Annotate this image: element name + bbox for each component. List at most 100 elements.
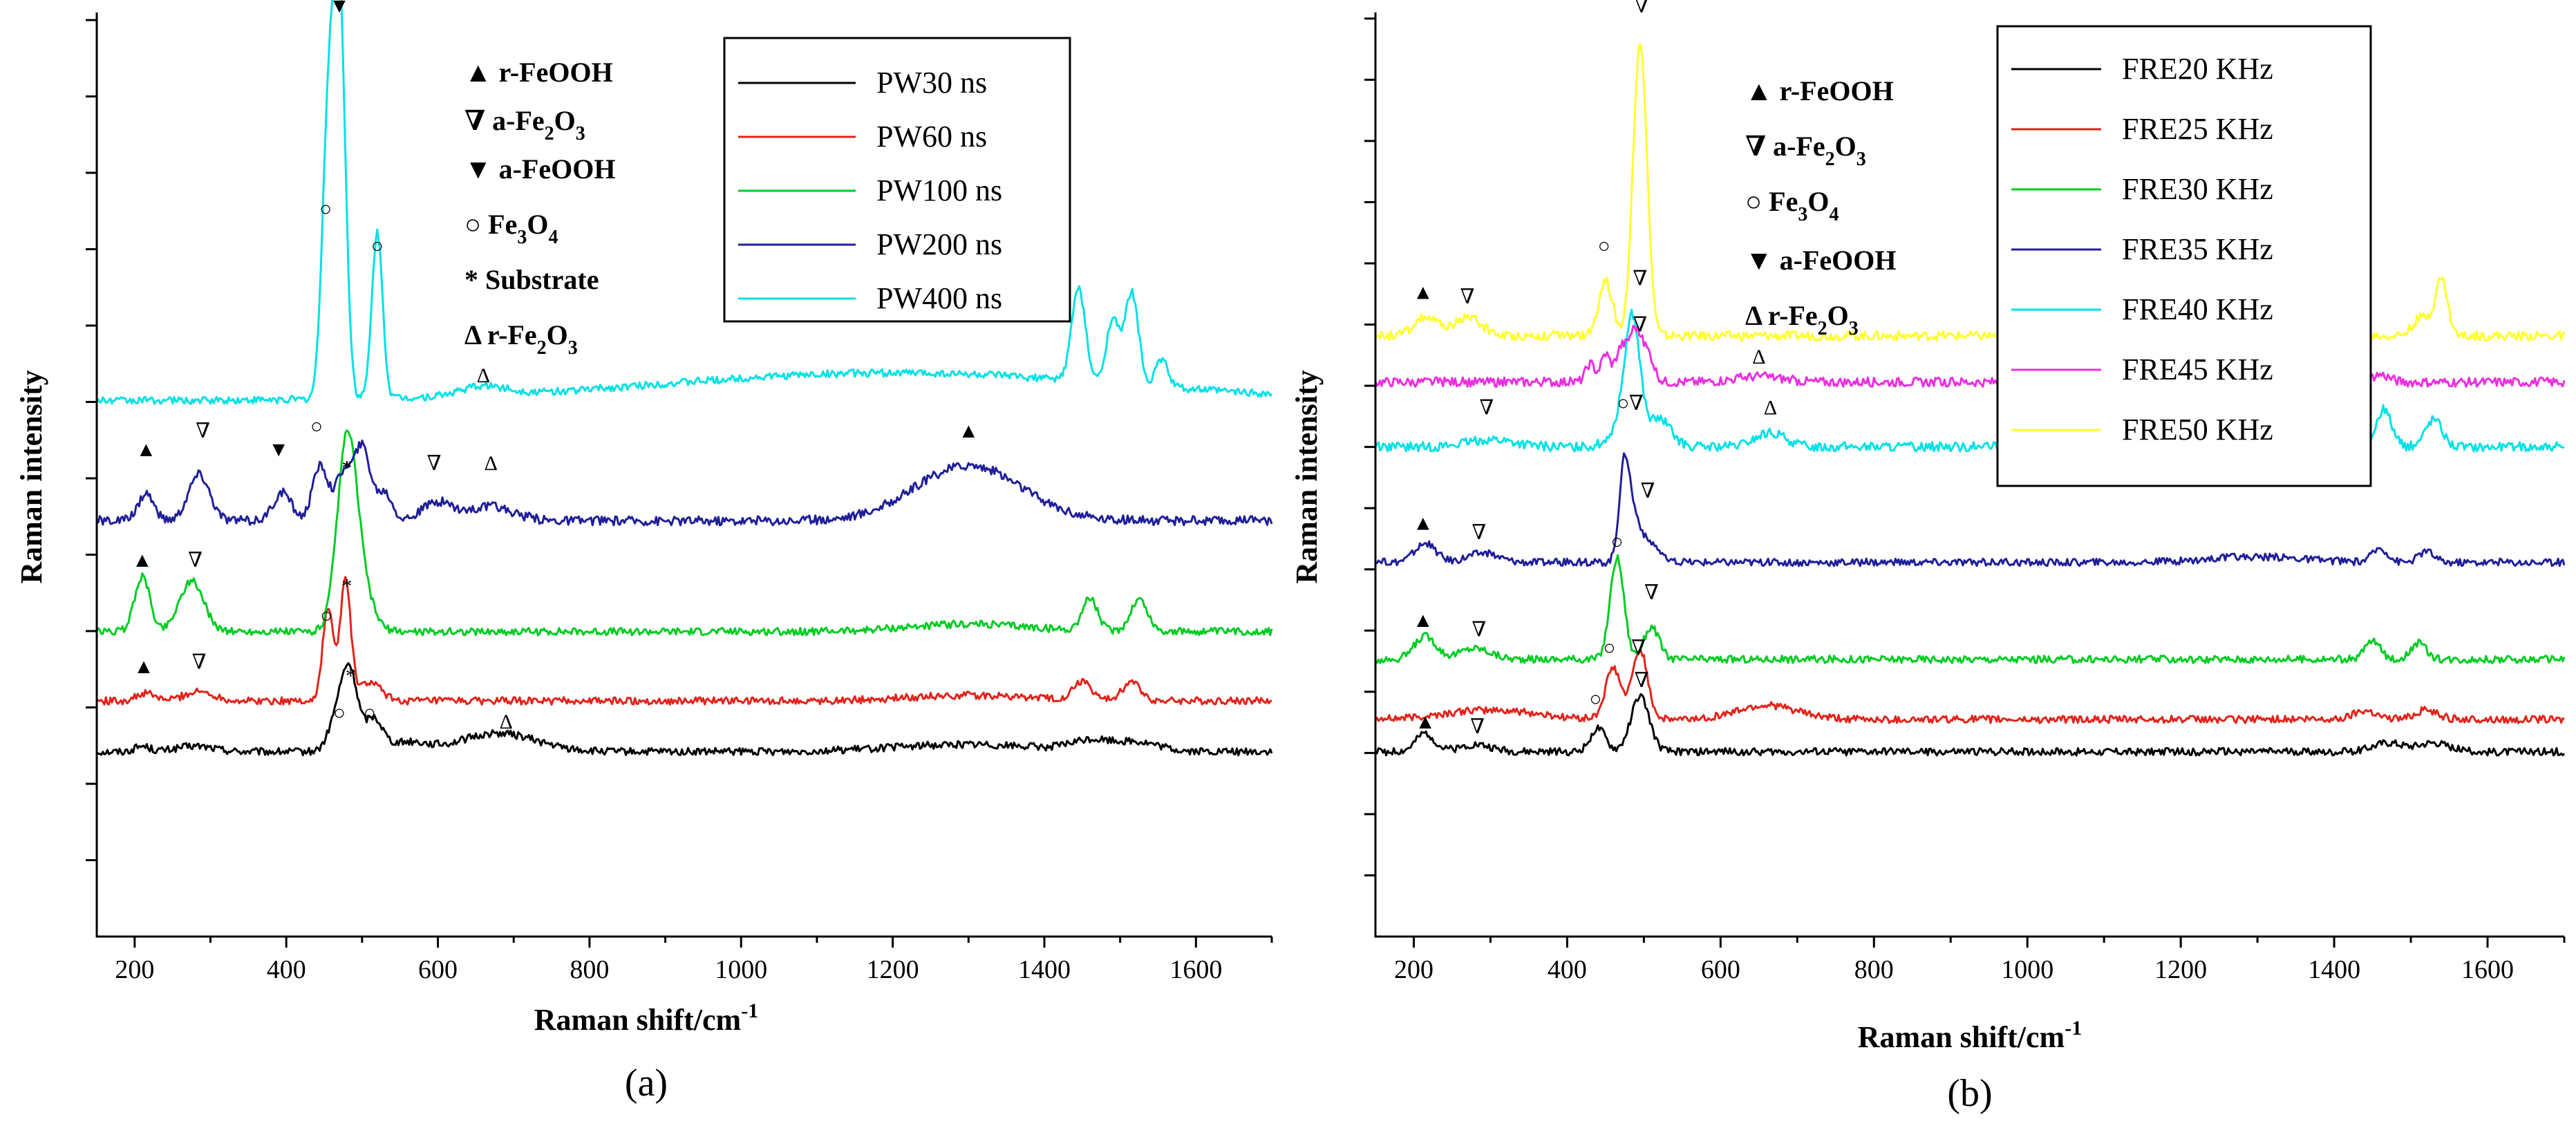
panel-a-axes-frame	[95, 12, 1272, 938]
peak-marker: ∇	[192, 650, 207, 673]
peak-marker: ○	[1603, 637, 1615, 659]
panel-b-xlabel: Raman shift/cm-1	[1858, 1017, 2082, 1054]
panel-a-xlabel: Raman shift/cm-1	[534, 999, 758, 1037]
legend-label: FRE30 KHz	[2122, 172, 2273, 206]
peak-marker: Δ	[485, 452, 498, 475]
panel-a-phase-legend: ▲ r-FeOOH ∇ a-Fe2O3 ▼ a-FeOOH ○ Fe3O4 * …	[464, 57, 615, 359]
panel-a-legend: PW30 ns PW60 ns PW100 ns PW200 ns PW400 ns	[723, 37, 1071, 323]
legend-label: PW30 ns	[876, 66, 987, 100]
phase-a-6: Δ r-Fe2O3	[464, 319, 578, 359]
peak-marker: ▲	[1413, 609, 1433, 632]
legend-label: PW60 ns	[876, 120, 987, 153]
panel-a-ylabel: Raman intensity	[15, 370, 48, 583]
peak-marker: *	[341, 575, 352, 598]
peak-marker: ○	[310, 415, 323, 438]
peak-marker: ∇	[1460, 285, 1475, 308]
peak-marker: ▲	[133, 655, 154, 678]
series-line-pw30-ns	[95, 662, 1273, 757]
legend-label: PW100 ns	[876, 173, 1002, 207]
panel-b-ticks: 200 400 600 800 1000 1200 1400 1600	[1364, 17, 2566, 984]
peak-marker: ∇	[196, 420, 210, 442]
panel-b-phase-legend: ▲ r-FeOOH ∇ a-Fe2O3 ○ Fe3O4 ▼ a-FeOOH Δ …	[1745, 75, 1896, 339]
series-line-fre35-khz	[1375, 452, 2566, 567]
legend-label: FRE20 KHz	[2122, 52, 2273, 86]
peak-marker: *	[346, 664, 356, 687]
x-tick-label: 600	[418, 955, 458, 984]
peak-marker: Δ	[500, 711, 513, 733]
legend-label: FRE45 KHz	[2122, 353, 2273, 386]
series-line-pw400-ns	[96, 0, 1273, 405]
legend-label: FRE25 KHz	[2122, 112, 2273, 146]
peak-marker: Δ	[1764, 397, 1777, 420]
peak-marker: ∇	[1631, 637, 1646, 659]
panel-b: ∇○▲ ∇∇∇Δ∇ Δ○ ∇▲ ∇∇○▲ ∇∇○ ∇∇○▲ ∇ 200 400 600 800 100…	[1290, 0, 2566, 1115]
panel-b-annotations: ∇○▲ ∇∇∇Δ∇ Δ○ ∇▲ ∇∇○▲ ∇∇○ ∇∇○▲ ∇	[1413, 0, 1777, 738]
panel-b-legend-box	[1996, 25, 2372, 487]
x-tick-label: 1600	[2461, 955, 2514, 984]
peak-marker: *	[341, 457, 352, 480]
panel-a-ticks: 200 400 600 800 1000 1200 1400 1600	[86, 19, 1273, 984]
series-line-pw100-ns	[95, 429, 1273, 637]
legend-label: FRE35 KHz	[2122, 232, 2273, 266]
x-tick-label: 400	[1548, 955, 1587, 984]
peak-marker: Δ	[477, 364, 490, 387]
legend-label: FRE50 KHz	[2122, 413, 2273, 447]
peak-marker: ○	[1610, 530, 1623, 553]
peak-marker: ▲	[135, 438, 156, 461]
x-tick-label: 800	[570, 955, 609, 984]
peak-marker: ∇	[1644, 581, 1659, 604]
phase-b-5: Δ r-Fe2O3	[1745, 300, 1859, 339]
peak-marker: ○	[1589, 688, 1601, 711]
peak-marker: ∇	[1633, 313, 1647, 336]
x-tick-label: 1400	[2308, 955, 2360, 984]
peak-marker: ○	[1598, 235, 1610, 258]
x-tick-label: 800	[1854, 955, 1894, 984]
panel-b-traces	[1374, 44, 2566, 757]
peak-marker: ○	[1617, 392, 1629, 415]
x-tick-label: 1400	[1018, 955, 1071, 984]
peak-marker: ∇	[1635, 0, 1649, 17]
panel-a-annotations: ▼○○Δ▲∇▼○∇ Δ▲*▲ ∇*○▲ ∇*○ ○ Δ	[132, 0, 979, 733]
peak-marker: ∇	[1629, 392, 1644, 415]
peak-marker: ○	[320, 604, 332, 627]
x-tick-label: 1200	[2154, 955, 2207, 984]
series-line-fre30-khz	[1374, 554, 2566, 664]
legend-label: PW400 ns	[876, 281, 1002, 315]
x-tick-label: 600	[1701, 955, 1740, 984]
peak-marker: ▲	[132, 549, 153, 572]
peak-marker: ○	[371, 235, 384, 258]
phase-a-5: * Substrate	[464, 264, 599, 295]
peak-marker: ○	[333, 702, 346, 724]
peak-marker: ○	[364, 702, 376, 724]
legend-label: FRE40 KHz	[2122, 292, 2273, 326]
x-tick-label: 1200	[867, 955, 919, 984]
peak-marker: ∇	[188, 549, 203, 572]
x-tick-label: 1000	[2001, 955, 2053, 984]
panel-b-label: (b)	[1947, 1072, 1992, 1115]
series-line-pw60-ns	[96, 576, 1272, 706]
peak-marker: ∇	[1635, 669, 1649, 692]
peak-marker: ▼	[329, 0, 350, 17]
panel-b-ylabel: Raman intensity	[1290, 370, 1324, 583]
peak-marker: ○	[319, 198, 332, 220]
series-line-fre25-khz	[1374, 648, 2565, 724]
x-tick-label: 200	[115, 955, 154, 984]
peak-marker: ▲	[1413, 512, 1433, 535]
panel-a-traces	[95, 0, 1273, 757]
panel-a-legend-box	[723, 37, 1071, 323]
peak-marker: ▼	[268, 438, 289, 461]
peak-marker: ∇	[1472, 618, 1486, 641]
peak-marker: ∇	[1640, 480, 1655, 502]
x-tick-label: 1600	[1169, 955, 1222, 984]
series-line-fre50-khz	[1374, 44, 2566, 342]
phase-a-3: ▼ a-FeOOH	[464, 153, 615, 185]
peak-marker: ▲	[1413, 281, 1433, 303]
peak-marker: ∇	[1472, 521, 1486, 544]
x-tick-label: 200	[1394, 955, 1433, 984]
peak-marker: ▲	[958, 420, 979, 442]
legend-label: PW200 ns	[876, 227, 1002, 261]
panel-a: ▼○○Δ▲∇▼○∇ Δ▲*▲ ∇*○▲ ∇*○ ○ Δ 200 400 600 800 1000 1…	[15, 0, 1273, 1105]
panel-b-legend: FRE20 KHz FRE25 KHz FRE30 KHz FRE35 KHz FRE4…	[1996, 25, 2372, 487]
phase-a-2: ∇ a-Fe2O3	[464, 105, 585, 144]
